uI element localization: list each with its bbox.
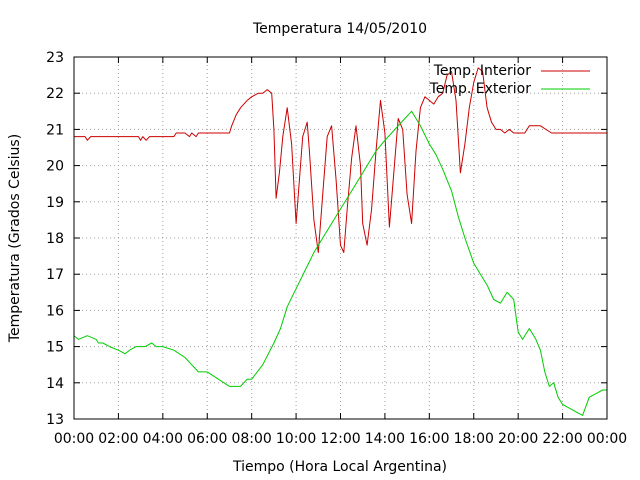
plot-frame (73, 56, 608, 420)
x-tick-label: 10:00 (276, 431, 316, 447)
grid-lines (74, 57, 607, 419)
chart-title: Temperatura 14/05/2010 (252, 21, 427, 37)
y-tick-label: 14 (46, 376, 64, 392)
y-axis-label: Temperatura (Grados Celsius) (7, 134, 23, 343)
y-tick-label: 18 (46, 231, 64, 247)
y-tick-label: 20 (46, 159, 64, 175)
y-tick-label: 16 (46, 303, 64, 319)
x-tick-label: 14:00 (365, 431, 405, 447)
x-axis-label: Tiempo (Hora Local Argentina) (232, 459, 447, 475)
y-tick-label: 15 (46, 340, 64, 356)
series-line-exterior (73, 110, 607, 416)
y-tick-label: 19 (46, 195, 64, 211)
x-tick-label: 00:00 (587, 431, 627, 447)
y-tick-label: 22 (46, 86, 64, 102)
legend-label-interior: Temp. Interior (433, 63, 532, 79)
tick-labels: 00:00 02:00 04:00 06:00 08:00 10:00 12:00 14:00… (46, 50, 627, 447)
x-tick-label: 02:00 (98, 431, 138, 447)
x-tick-label: 12:00 (320, 431, 360, 447)
series-line-interior (74, 67, 607, 253)
y-tick-label: 21 (46, 122, 64, 138)
x-tick-label: 06:00 (187, 431, 227, 447)
x-tick-label: 18:00 (454, 431, 494, 447)
y-tick-label: 23 (46, 50, 64, 66)
x-tick-label: 08:00 (231, 431, 271, 447)
legend-label-exterior: Temp. Exterior (429, 81, 532, 97)
x-tick-label: 00:00 (54, 431, 94, 447)
legend: Temp. Interior Temp. Exterior (429, 63, 590, 97)
y-tick-label: 17 (46, 267, 64, 283)
y-tick-label: 13 (46, 412, 64, 428)
series-lines (73, 67, 607, 416)
x-tick-label: 04:00 (143, 431, 183, 447)
x-tick-label: 22:00 (542, 431, 582, 447)
x-tick-label: 16:00 (409, 431, 449, 447)
x-tick-label: 20:00 (498, 431, 538, 447)
